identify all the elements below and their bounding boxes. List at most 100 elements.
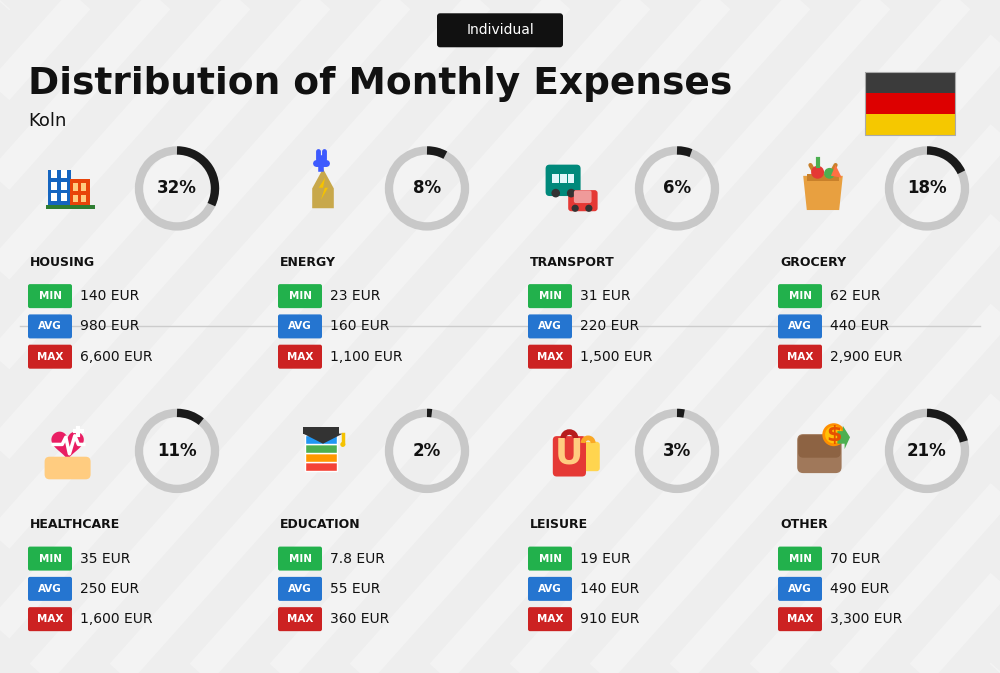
Bar [73, 195, 78, 202]
Text: 6%: 6% [663, 180, 691, 197]
Circle shape [551, 189, 560, 197]
Text: 1,100 EUR: 1,100 EUR [330, 350, 402, 363]
Bar [552, 174, 559, 183]
Circle shape [340, 442, 345, 447]
Text: 980 EUR: 980 EUR [80, 320, 139, 333]
Bar [61, 182, 67, 190]
Text: 18%: 18% [907, 180, 947, 197]
Text: MAX: MAX [787, 614, 813, 624]
FancyBboxPatch shape [28, 546, 72, 571]
Text: Individual: Individual [466, 24, 534, 37]
Text: MAX: MAX [37, 352, 63, 361]
Bar [48, 170, 71, 208]
Bar [81, 195, 86, 202]
Text: 32%: 32% [157, 180, 197, 197]
FancyBboxPatch shape [865, 93, 955, 114]
Text: AVG: AVG [788, 584, 812, 594]
FancyBboxPatch shape [865, 114, 955, 135]
Text: 1,600 EUR: 1,600 EUR [80, 612, 152, 626]
Circle shape [572, 205, 579, 212]
FancyBboxPatch shape [28, 345, 72, 369]
Text: 160 EUR: 160 EUR [330, 320, 389, 333]
Polygon shape [803, 176, 843, 210]
Text: 21%: 21% [907, 442, 947, 460]
FancyBboxPatch shape [28, 607, 72, 631]
Text: MIN: MIN [38, 554, 62, 563]
Bar [46, 205, 95, 209]
Text: AVG: AVG [538, 322, 562, 331]
Text: 140 EUR: 140 EUR [80, 289, 139, 303]
Text: 7.8 EUR: 7.8 EUR [330, 552, 385, 565]
Bar [51, 182, 57, 190]
FancyBboxPatch shape [778, 314, 822, 339]
Text: MAX: MAX [37, 614, 63, 624]
Bar [303, 427, 339, 433]
Text: 3%: 3% [663, 442, 691, 460]
Text: 140 EUR: 140 EUR [580, 582, 639, 596]
Polygon shape [837, 426, 850, 449]
FancyBboxPatch shape [28, 284, 72, 308]
Text: 55 EUR: 55 EUR [330, 582, 380, 596]
Text: TRANSPORT: TRANSPORT [530, 256, 615, 269]
FancyBboxPatch shape [553, 436, 586, 476]
Text: 62 EUR: 62 EUR [830, 289, 881, 303]
Circle shape [585, 205, 592, 212]
Text: Koln: Koln [28, 112, 66, 130]
FancyBboxPatch shape [798, 435, 841, 458]
Text: MIN: MIN [788, 554, 812, 563]
Bar [305, 454, 337, 462]
Text: 35 EUR: 35 EUR [80, 552, 130, 565]
Text: HOUSING: HOUSING [30, 256, 95, 269]
FancyBboxPatch shape [278, 577, 322, 601]
Bar [807, 174, 839, 181]
Text: AVG: AVG [38, 584, 62, 594]
Bar [81, 184, 86, 190]
Bar [560, 174, 567, 183]
Text: AVG: AVG [538, 584, 562, 594]
Bar [305, 444, 337, 453]
FancyBboxPatch shape [278, 314, 322, 339]
FancyBboxPatch shape [778, 345, 822, 369]
Bar [568, 174, 574, 183]
Polygon shape [51, 431, 84, 461]
Polygon shape [312, 169, 334, 208]
FancyBboxPatch shape [528, 607, 572, 631]
Text: 2%: 2% [413, 442, 441, 460]
FancyBboxPatch shape [576, 441, 600, 471]
Text: GROCERY: GROCERY [780, 256, 846, 269]
Text: $: $ [826, 425, 842, 445]
Text: 11%: 11% [157, 442, 197, 460]
Text: AVG: AVG [288, 584, 312, 594]
Bar [61, 193, 67, 201]
FancyBboxPatch shape [568, 190, 598, 211]
FancyBboxPatch shape [778, 546, 822, 571]
FancyBboxPatch shape [528, 546, 572, 571]
Text: HEALTHCARE: HEALTHCARE [30, 518, 120, 532]
Circle shape [811, 166, 824, 179]
Text: 360 EUR: 360 EUR [330, 612, 389, 626]
Circle shape [567, 189, 576, 197]
Text: AVG: AVG [38, 322, 62, 331]
Text: MIN: MIN [538, 554, 562, 563]
Text: AVG: AVG [288, 322, 312, 331]
Text: MAX: MAX [287, 614, 313, 624]
Bar [70, 180, 90, 208]
Text: Distribution of Monthly Expenses: Distribution of Monthly Expenses [28, 66, 732, 102]
Text: U: U [555, 437, 584, 471]
FancyBboxPatch shape [574, 190, 592, 203]
Text: 23 EUR: 23 EUR [330, 289, 380, 303]
FancyBboxPatch shape [528, 345, 572, 369]
FancyBboxPatch shape [528, 314, 572, 339]
FancyBboxPatch shape [28, 577, 72, 601]
Text: AVG: AVG [788, 322, 812, 331]
Text: MIN: MIN [538, 291, 562, 301]
Text: MAX: MAX [287, 352, 313, 361]
Text: MAX: MAX [537, 614, 563, 624]
Bar [51, 193, 57, 201]
Text: MIN: MIN [288, 291, 312, 301]
Text: MAX: MAX [537, 352, 563, 361]
Text: OTHER: OTHER [780, 518, 828, 532]
Text: MIN: MIN [38, 291, 62, 301]
Text: 8%: 8% [413, 180, 441, 197]
Bar [61, 170, 67, 178]
